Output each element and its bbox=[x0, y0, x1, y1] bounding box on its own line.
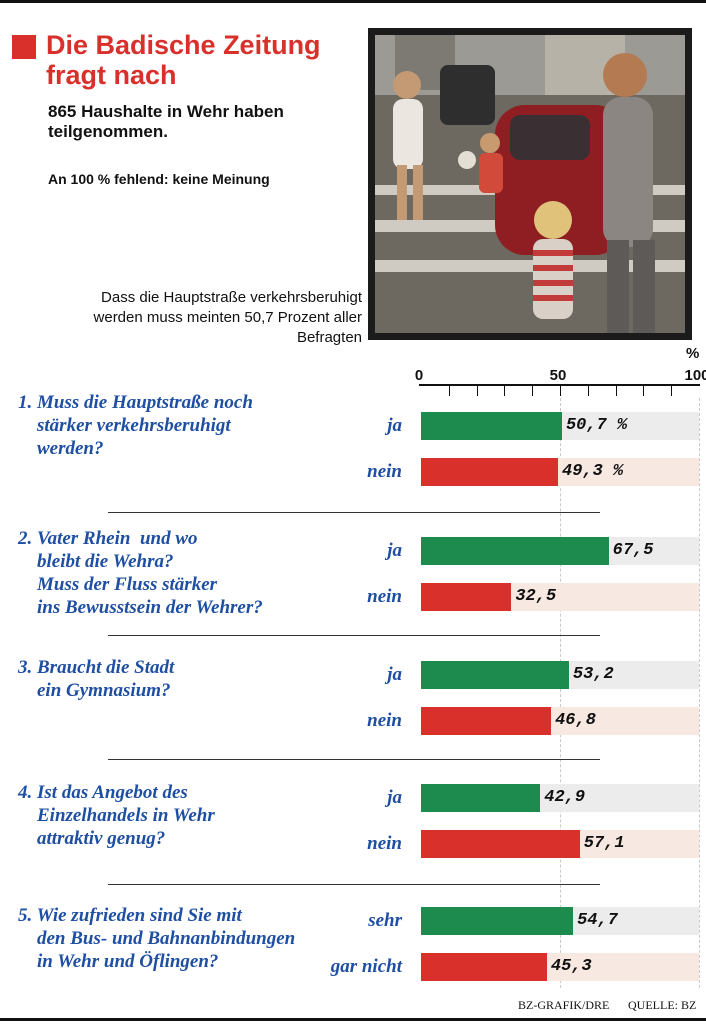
question-3: 3. Braucht die Stadt ein Gymnasium? bbox=[18, 657, 175, 701]
bar-value-5-2: 45,3 bbox=[550, 957, 592, 976]
tick-label-100: 100 bbox=[684, 367, 706, 384]
guide-100 bbox=[699, 398, 700, 988]
tick-mark-50 bbox=[560, 384, 561, 396]
bar-5-1 bbox=[421, 907, 574, 935]
bar-3-1 bbox=[421, 661, 569, 689]
x-axis bbox=[419, 384, 700, 386]
top-rule bbox=[0, 0, 706, 3]
question-2: 2. Vater Rhein und wo bleibt die Wehra? … bbox=[18, 528, 263, 618]
answer-label-2-1: ja bbox=[387, 540, 402, 561]
page-title: Die Badische Zeitung fragt nach bbox=[46, 30, 321, 90]
bar-value-3-2: 46,8 bbox=[555, 711, 596, 730]
photo-inner bbox=[375, 35, 685, 333]
bar-1-2 bbox=[421, 458, 559, 486]
tick-mark-70 bbox=[615, 384, 617, 396]
tick-mark-30 bbox=[504, 384, 506, 396]
tick-label-50: 50 bbox=[549, 367, 567, 384]
answer-label-5-2: gar nicht bbox=[330, 956, 402, 977]
bottom-rule bbox=[0, 1018, 706, 1021]
bar-value-1-2: 49,3 % bbox=[562, 462, 624, 481]
bar-1-1 bbox=[421, 412, 562, 440]
graphic-credit: BZ-GRAFIK/DRE bbox=[518, 998, 610, 1012]
tick-mark-60 bbox=[587, 384, 589, 396]
answer-label-1-2: nein bbox=[367, 461, 402, 482]
bar-4-2 bbox=[421, 830, 580, 858]
answer-label-1-1: ja bbox=[387, 415, 402, 436]
question-4: 4. Ist das Angebot des Einzelhandels in … bbox=[18, 782, 215, 849]
axis-unit: % bbox=[686, 345, 700, 362]
separator-4 bbox=[108, 884, 600, 885]
subtitle: 865 Haushalte in Wehr haben teilgenommen… bbox=[48, 102, 284, 141]
bar-value-4-2: 57,1 bbox=[583, 834, 625, 853]
tick-mark-90 bbox=[671, 384, 673, 396]
question-1: 1. Muss die Hauptstraße noch stärker ver… bbox=[18, 392, 253, 459]
red-square-icon bbox=[12, 35, 36, 59]
answer-label-5-1: sehr bbox=[368, 910, 402, 931]
guide-50 bbox=[560, 398, 561, 988]
bar-value-2-1: 67,5 bbox=[612, 541, 654, 560]
bar-value-1-1: 50,7 % bbox=[565, 416, 628, 435]
answer-label-2-2: nein bbox=[367, 586, 402, 607]
bar-value-2-2: 32,5 bbox=[515, 587, 557, 606]
tick-mark-10 bbox=[448, 384, 450, 396]
answer-label-4-2: nein bbox=[367, 833, 402, 854]
separator-1 bbox=[108, 512, 600, 513]
separator-2 bbox=[108, 635, 600, 636]
bar-5-2 bbox=[421, 953, 547, 981]
source-credit: QUELLE: BZ bbox=[628, 998, 697, 1012]
separator-3 bbox=[108, 759, 600, 760]
bar-2-2 bbox=[421, 583, 512, 611]
missing-note: An 100 % fehlend: keine Meinung bbox=[48, 171, 270, 187]
question-5: 5. Wie zufrieden sind Sie mit den Bus- u… bbox=[18, 905, 296, 972]
bar-4-1 bbox=[421, 784, 541, 812]
bar-3-2 bbox=[421, 707, 552, 735]
bar-value-3-1: 53,2 bbox=[572, 665, 614, 684]
photo-caption: Dass die Hauptstraße verkehrsberuhigt we… bbox=[93, 289, 362, 346]
tick-mark-80 bbox=[643, 384, 645, 396]
tick-label-0: 0 bbox=[414, 367, 424, 384]
tick-mark-20 bbox=[476, 384, 478, 396]
bar-2-1 bbox=[421, 537, 609, 565]
answer-label-4-1: ja bbox=[387, 787, 402, 808]
answer-label-3-1: ja bbox=[387, 664, 402, 685]
street-photo bbox=[368, 28, 692, 340]
bar-value-5-1: 54,7 bbox=[577, 911, 618, 930]
bar-value-4-1: 42,9 bbox=[544, 788, 586, 807]
street-photo-illustration bbox=[375, 35, 685, 333]
tick-mark-40 bbox=[532, 384, 534, 396]
answer-label-3-2: nein bbox=[367, 710, 402, 731]
